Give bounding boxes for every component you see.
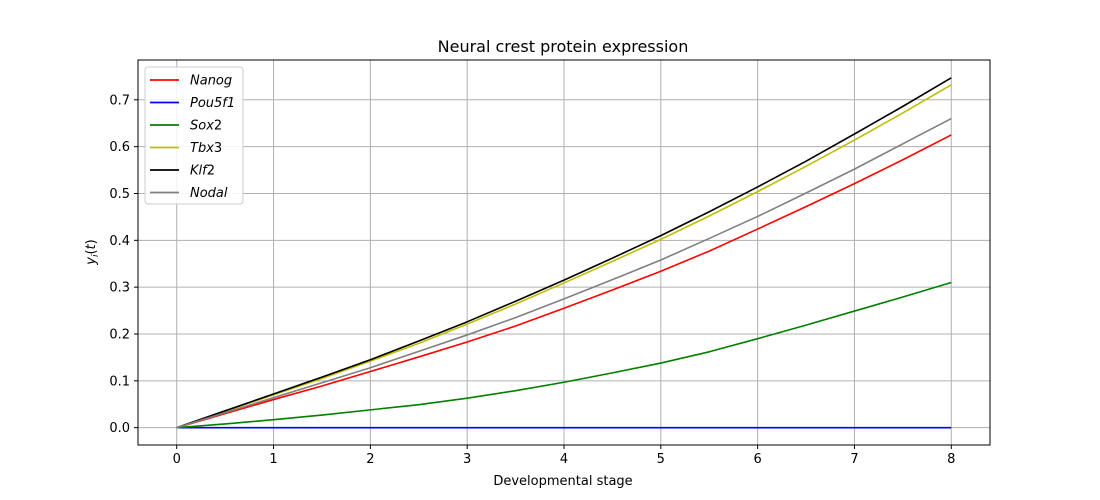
legend-label-sox2: Sox2 (190, 119, 222, 134)
y-tick-label: 0.6 (109, 140, 130, 155)
x-axis-label: Developmental stage (493, 474, 632, 489)
legend-label-pou5f1: Pou5f1 (190, 96, 235, 111)
series-line-klf2 (176, 77, 952, 429)
y-axis-label: yi(t) (84, 239, 101, 265)
x-tick-label: 0 (173, 452, 181, 467)
x-tick-label: 3 (463, 452, 471, 467)
x-tick-label: 4 (560, 452, 568, 467)
x-tick-label: 1 (269, 452, 277, 467)
series-line-tbx3 (176, 84, 952, 429)
y-tick-label: 0.3 (109, 281, 130, 296)
chart-title: Neural crest protein expression (438, 37, 689, 56)
y-tick-label: 0.7 (109, 93, 130, 108)
x-tick-label: 8 (947, 452, 955, 467)
series-line-nanog (176, 134, 952, 429)
series-line-nodal (176, 117, 952, 429)
legend-label-nodal: Nodal (190, 186, 228, 201)
legend: Nanog Pou5f1 Sox2 Tbx3 Klf2 Nodal (144, 66, 244, 205)
y-tick-label: 0.1 (109, 374, 130, 389)
series-line-sox2 (176, 281, 952, 429)
series-group (176, 77, 952, 429)
y-tick-label: 0.2 (109, 327, 130, 342)
legend-label-tbx3: Tbx3 (190, 141, 222, 156)
axis-ticks: 0 1 2 3 4 5 6 7 8 0.0 0.1 0.2 0.3 0.4 0.5 0.6 0.7 (109, 93, 955, 467)
y-tick-label: 0.0 (109, 421, 130, 436)
x-tick-label: 5 (657, 452, 665, 467)
legend-label-nanog: Nanog (190, 74, 232, 89)
x-tick-label: 7 (850, 452, 858, 467)
x-tick-label: 2 (366, 452, 374, 467)
y-tick-label: 0.4 (109, 234, 130, 249)
x-tick-label: 6 (753, 452, 761, 467)
y-tick-label: 0.5 (109, 187, 130, 202)
legend-label-klf2: Klf2 (190, 164, 215, 179)
